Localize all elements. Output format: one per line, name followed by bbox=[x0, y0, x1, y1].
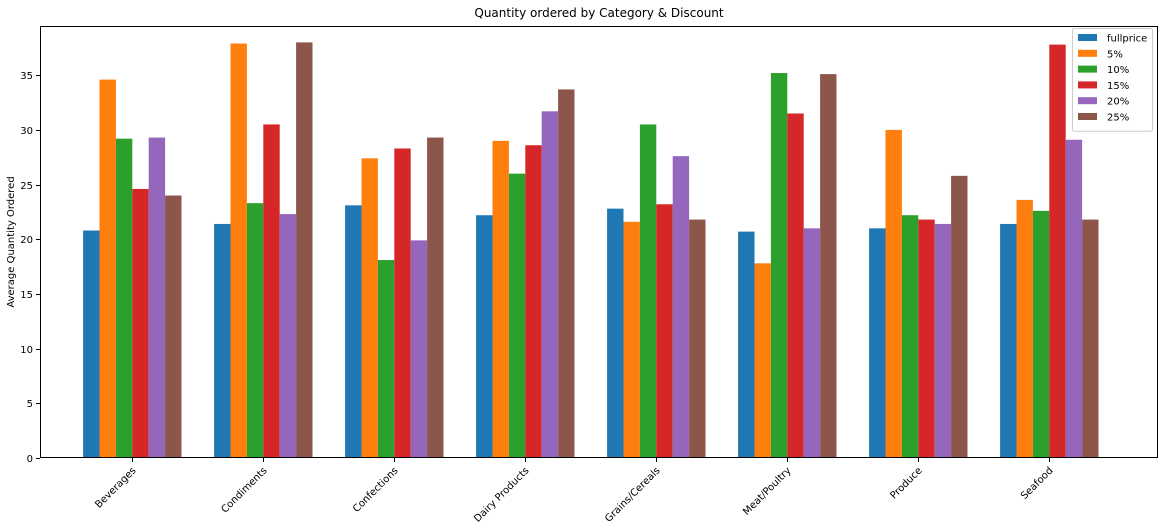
bar-1-4 bbox=[623, 221, 640, 458]
plot-frame bbox=[40, 26, 1158, 458]
bar-4-7 bbox=[1065, 139, 1083, 459]
y-tick-label-5: 25 bbox=[20, 181, 33, 192]
bar-3-0 bbox=[132, 188, 149, 458]
bar-0-1 bbox=[214, 223, 231, 458]
legend-label-2: 10% bbox=[1107, 65, 1129, 76]
bar-0-0 bbox=[83, 230, 100, 458]
bar-1-6 bbox=[885, 129, 902, 458]
bar-0-2 bbox=[345, 205, 362, 458]
bar-2-4 bbox=[639, 124, 657, 459]
y-tick-label-0: 0 bbox=[27, 454, 33, 465]
bar-0-6 bbox=[869, 228, 886, 458]
x-tick-label-1: Condiments bbox=[219, 465, 269, 515]
bar-3-4 bbox=[656, 204, 673, 458]
bar-2-1 bbox=[246, 203, 264, 458]
y-tick-label-4: 20 bbox=[20, 235, 33, 246]
bar-5-5 bbox=[820, 74, 837, 459]
bar-5-7 bbox=[1082, 219, 1099, 458]
y-tick-label-1: 5 bbox=[27, 399, 33, 410]
bar-2-3 bbox=[508, 173, 526, 458]
axes-layer: 0 5 10 15 20 25 30 35 Beverages Condiments Confect… bbox=[20, 26, 1158, 525]
legend-label-3: 15% bbox=[1107, 81, 1129, 92]
bar-2-0 bbox=[115, 138, 133, 458]
bar-2-5 bbox=[770, 73, 788, 458]
bar-4-4 bbox=[672, 156, 690, 458]
bar-4-6 bbox=[934, 223, 952, 458]
bar-1-3 bbox=[492, 140, 509, 458]
bar-1-7 bbox=[1016, 199, 1033, 458]
bar-4-1 bbox=[279, 214, 297, 458]
chart-title: Quantity ordered by Category & Discount bbox=[474, 6, 724, 20]
legend-swatch-4 bbox=[1078, 97, 1097, 105]
legend: fullprice 5% 10% 15% 20% 25% bbox=[1072, 28, 1153, 132]
y-tick-label-3: 15 bbox=[20, 290, 33, 301]
bar-0-4 bbox=[607, 208, 624, 458]
x-tick-label-2: Confections bbox=[351, 465, 400, 514]
legend-label-4: 20% bbox=[1107, 97, 1129, 108]
bar-4-3 bbox=[541, 111, 559, 458]
y-tick-label-6: 30 bbox=[20, 126, 33, 137]
bars-layer bbox=[83, 42, 1099, 459]
x-tick-label-3: Dairy Products bbox=[472, 465, 531, 524]
bar-2-6 bbox=[901, 215, 919, 458]
legend-label-5: 25% bbox=[1107, 113, 1129, 124]
bar-4-2 bbox=[410, 240, 428, 458]
legend-label-0: fullprice bbox=[1107, 34, 1147, 45]
x-tick-label-6: Produce bbox=[888, 465, 924, 501]
bar-5-0 bbox=[165, 195, 182, 458]
bar-3-1 bbox=[263, 124, 280, 459]
bar-0-3 bbox=[476, 215, 493, 458]
legend-swatch-2 bbox=[1078, 65, 1097, 73]
y-axis-label: Average Quantity Ordered bbox=[6, 176, 17, 307]
bar-2-2 bbox=[377, 260, 395, 458]
bar-2-7 bbox=[1032, 210, 1050, 458]
bar-3-5 bbox=[787, 113, 804, 459]
bar-1-1 bbox=[230, 43, 247, 458]
x-tick-label-5: Meat/Poultry bbox=[741, 465, 793, 517]
y-tick-label-2: 10 bbox=[20, 345, 33, 356]
bar-5-1 bbox=[296, 42, 313, 458]
legend-swatch-5 bbox=[1078, 113, 1097, 120]
x-tick-label-7: Seafood bbox=[1019, 465, 1056, 502]
legend-swatch-1 bbox=[1078, 49, 1097, 57]
bar-3-7 bbox=[1049, 44, 1066, 459]
bar-3-6 bbox=[918, 219, 935, 458]
x-tick-label-4: Grains/Cereals bbox=[603, 465, 662, 524]
bar-5-3 bbox=[558, 89, 575, 459]
x-tick-label-0: Beverages bbox=[93, 465, 138, 510]
bar-3-3 bbox=[525, 145, 542, 458]
bar-1-5 bbox=[754, 263, 771, 458]
legend-swatch-0 bbox=[1078, 34, 1097, 41]
legend-swatch-3 bbox=[1078, 81, 1097, 89]
y-tick-label-7: 35 bbox=[20, 71, 33, 82]
bar-5-2 bbox=[427, 137, 444, 459]
bar-5-4 bbox=[689, 219, 706, 458]
bar-0-5 bbox=[738, 231, 755, 458]
bar-0-7 bbox=[1000, 223, 1017, 458]
bar-5-6 bbox=[951, 175, 968, 458]
bar-3-2 bbox=[394, 148, 411, 459]
bar-1-2 bbox=[361, 158, 378, 458]
legend-label-1: 5% bbox=[1107, 49, 1123, 60]
bar-4-0 bbox=[148, 137, 166, 459]
bar-1-0 bbox=[99, 79, 116, 458]
bar-4-5 bbox=[803, 228, 821, 458]
